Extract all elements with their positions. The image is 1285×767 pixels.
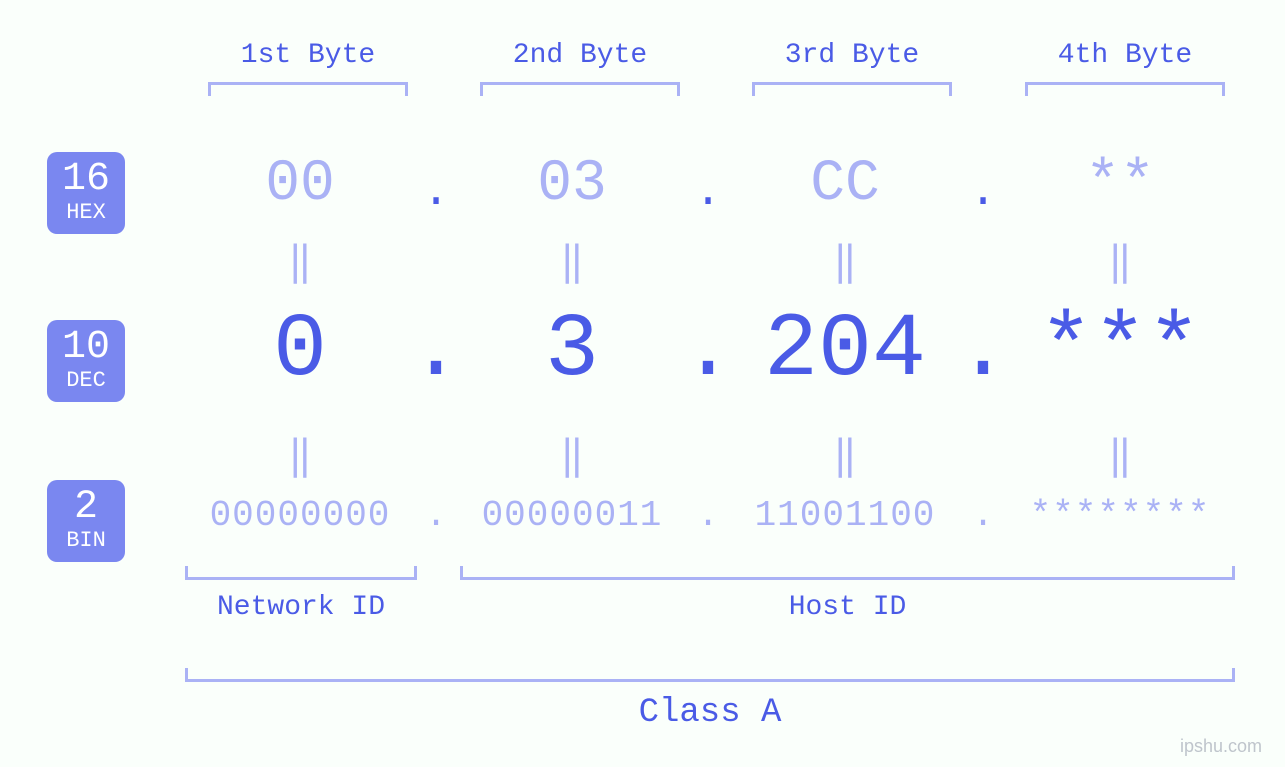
bin-dot-2: . (688, 495, 728, 536)
hex-dot-2: . (688, 166, 728, 218)
dec-byte-3: 204 (715, 300, 975, 402)
bin-dot-1: . (416, 495, 456, 536)
dec-byte-1: 0 (170, 300, 430, 402)
equals-bottom-3: ‖ (815, 432, 875, 481)
bin-byte-3: 11001100 (720, 495, 970, 536)
base-text: BIN (47, 530, 125, 552)
base-text: HEX (47, 202, 125, 224)
byte-label-3: 3rd Byte (752, 40, 952, 71)
bin-byte-2: 00000011 (447, 495, 697, 536)
bin-byte-1: 00000000 (175, 495, 425, 536)
hex-dot-3: . (963, 166, 1003, 218)
id-label-1: Network ID (185, 592, 417, 623)
hex-byte-2: 03 (452, 152, 692, 217)
base-badge-hex: 16HEX (47, 152, 125, 234)
base-number: 2 (47, 488, 125, 528)
dec-byte-2: 3 (442, 300, 702, 402)
id-bracket-1 (185, 566, 417, 580)
id-bracket-2 (460, 566, 1235, 580)
equals-top-4: ‖ (1090, 238, 1150, 287)
equals-top-2: ‖ (542, 238, 602, 287)
byte-bracket-4 (1025, 82, 1225, 96)
byte-label-2: 2nd Byte (480, 40, 680, 71)
dec-dot-2: . (678, 300, 738, 402)
equals-top-3: ‖ (815, 238, 875, 287)
base-number: 16 (47, 160, 125, 200)
hex-byte-4: ** (1000, 152, 1240, 217)
class-bracket (185, 668, 1235, 682)
base-number: 10 (47, 328, 125, 368)
hex-byte-1: 00 (180, 152, 420, 217)
hex-byte-3: CC (725, 152, 965, 217)
id-label-2: Host ID (460, 592, 1235, 623)
base-badge-dec: 10DEC (47, 320, 125, 402)
byte-bracket-2 (480, 82, 680, 96)
dec-dot-1: . (406, 300, 466, 402)
hex-dot-1: . (416, 166, 456, 218)
base-badge-bin: 2BIN (47, 480, 125, 562)
bin-byte-4: ******** (995, 495, 1245, 536)
equals-bottom-2: ‖ (542, 432, 602, 481)
byte-label-4: 4th Byte (1025, 40, 1225, 71)
byte-bracket-1 (208, 82, 408, 96)
dec-byte-4: *** (990, 300, 1250, 402)
equals-bottom-1: ‖ (270, 432, 330, 481)
byte-bracket-3 (752, 82, 952, 96)
equals-top-1: ‖ (270, 238, 330, 287)
equals-bottom-4: ‖ (1090, 432, 1150, 481)
watermark: ipshu.com (1180, 736, 1262, 757)
dec-dot-3: . (953, 300, 1013, 402)
class-label: Class A (185, 694, 1235, 732)
base-text: DEC (47, 370, 125, 392)
byte-label-1: 1st Byte (208, 40, 408, 71)
bin-dot-3: . (963, 495, 1003, 536)
